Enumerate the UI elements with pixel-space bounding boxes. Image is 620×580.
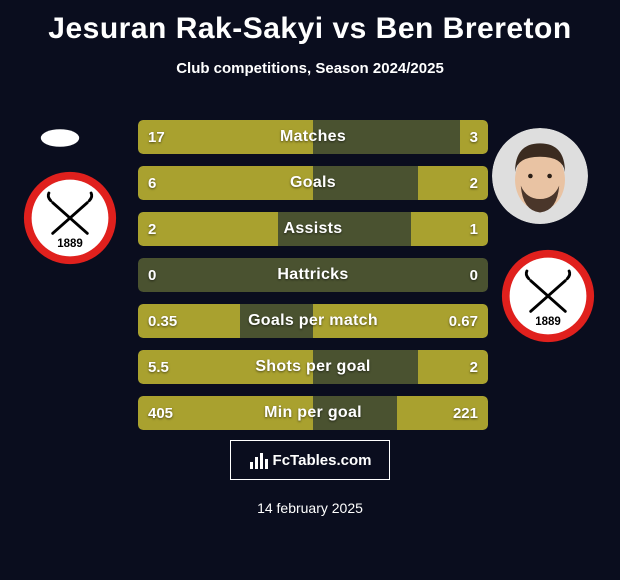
brand-suffix: Tables.com (290, 452, 371, 469)
brand-prefix: Fc (273, 452, 291, 469)
stat-label: Goals per match (138, 304, 488, 338)
stat-row: 5.52Shots per goal (138, 350, 488, 384)
player-left-club-badge: 1889 (22, 170, 118, 266)
stat-label: Min per goal (138, 396, 488, 430)
stat-label: Hattricks (138, 258, 488, 292)
stat-label: Shots per goal (138, 350, 488, 384)
stat-row: 173Matches (138, 120, 488, 154)
player-right-club-badge: 1889 (500, 248, 596, 344)
comparison-bars: 173Matches 62Goals 21Assists 00Hattricks 0.3… (138, 120, 488, 442)
stat-row: 405221Min per goal (138, 396, 488, 430)
player-left-avatar (12, 118, 108, 158)
comparison-title: Jesuran Rak-Sakyi vs Ben Brereton (0, 12, 620, 46)
stat-label: Goals (138, 166, 488, 200)
stat-row: 0.350.67Goals per match (138, 304, 488, 338)
club-badge-icon: 1889 (500, 248, 596, 344)
brand-bars-icon (249, 450, 269, 470)
brand-logo: FcTables.com (230, 440, 390, 480)
svg-text:1889: 1889 (535, 316, 561, 328)
stat-row: 00Hattricks (138, 258, 488, 292)
svg-text:1889: 1889 (57, 238, 83, 250)
stat-label: Assists (138, 212, 488, 246)
player-face-icon (492, 128, 588, 224)
comparison-date: 14 february 2025 (0, 500, 620, 516)
stat-row: 62Goals (138, 166, 488, 200)
player-right-avatar (492, 128, 588, 224)
stat-row: 21Assists (138, 212, 488, 246)
club-badge-icon: 1889 (22, 170, 118, 266)
stat-label: Matches (138, 120, 488, 154)
avatar-placeholder-icon (12, 118, 108, 158)
comparison-subtitle: Club competitions, Season 2024/2025 (0, 60, 620, 77)
